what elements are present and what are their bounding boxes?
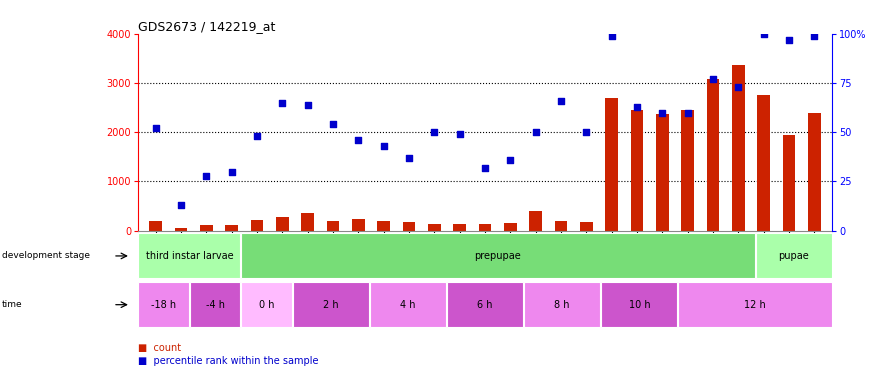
Point: [149, 125, 163, 131]
Bar: [139, 282, 189, 327]
Point: [402, 155, 417, 161]
Text: 0 h: 0 h: [259, 300, 274, 310]
Point: [503, 157, 517, 163]
Bar: [370, 282, 446, 327]
Point: [224, 169, 239, 175]
Bar: [524, 282, 600, 327]
Bar: [138, 231, 832, 280]
Bar: [530, 211, 542, 231]
Bar: [428, 224, 441, 231]
Text: -4 h: -4 h: [206, 300, 224, 310]
Text: time: time: [2, 300, 22, 309]
Point: [199, 172, 214, 178]
Bar: [174, 228, 188, 231]
Bar: [656, 114, 668, 231]
Point: [529, 129, 543, 135]
Text: pupae: pupae: [778, 251, 809, 261]
Text: 10 h: 10 h: [628, 300, 650, 310]
Bar: [200, 225, 213, 231]
Bar: [241, 233, 755, 278]
Text: 2 h: 2 h: [323, 300, 338, 310]
Bar: [293, 282, 368, 327]
Point: [604, 33, 619, 39]
Point: [630, 104, 644, 110]
Text: prepupae: prepupae: [474, 251, 522, 261]
Point: [756, 31, 771, 37]
Text: ■  percentile rank within the sample: ■ percentile rank within the sample: [138, 356, 319, 366]
Bar: [580, 222, 593, 231]
Point: [782, 37, 797, 43]
Point: [250, 133, 264, 139]
Bar: [190, 282, 240, 327]
Bar: [631, 110, 643, 231]
Bar: [554, 221, 568, 231]
Text: 12 h: 12 h: [744, 300, 766, 310]
Point: [352, 137, 366, 143]
Point: [554, 98, 568, 104]
Bar: [602, 282, 677, 327]
Bar: [447, 282, 523, 327]
Text: 8 h: 8 h: [554, 300, 570, 310]
Bar: [302, 213, 314, 231]
Text: ■  count: ■ count: [138, 343, 181, 353]
Bar: [682, 110, 694, 231]
Bar: [479, 225, 491, 231]
Bar: [276, 217, 288, 231]
Point: [174, 202, 188, 208]
Point: [301, 102, 315, 108]
Text: development stage: development stage: [2, 251, 90, 260]
Point: [706, 76, 720, 82]
Bar: [732, 65, 745, 231]
Point: [453, 131, 467, 137]
Point: [732, 84, 746, 90]
Bar: [707, 79, 719, 231]
Bar: [327, 221, 339, 231]
Bar: [150, 221, 162, 231]
Bar: [605, 98, 618, 231]
Point: [275, 100, 289, 106]
Bar: [757, 95, 770, 231]
Bar: [139, 233, 240, 278]
Bar: [225, 225, 238, 231]
Bar: [808, 114, 821, 231]
Point: [655, 110, 669, 116]
Point: [326, 122, 340, 128]
Bar: [453, 225, 466, 231]
Point: [427, 129, 441, 135]
Bar: [782, 135, 796, 231]
Bar: [402, 222, 416, 231]
Point: [478, 165, 492, 171]
Text: 6 h: 6 h: [477, 300, 493, 310]
Bar: [352, 219, 365, 231]
Bar: [756, 233, 831, 278]
Bar: [504, 223, 517, 231]
Point: [579, 129, 594, 135]
Text: 4 h: 4 h: [400, 300, 416, 310]
Text: third instar larvae: third instar larvae: [146, 251, 233, 261]
Text: GDS2673 / 142219_at: GDS2673 / 142219_at: [138, 20, 275, 33]
Bar: [678, 282, 831, 327]
Bar: [251, 220, 263, 231]
Point: [807, 33, 821, 39]
Bar: [241, 282, 292, 327]
Point: [376, 143, 391, 149]
Text: -18 h: -18 h: [151, 300, 176, 310]
Point: [681, 110, 695, 116]
Bar: [377, 221, 390, 231]
